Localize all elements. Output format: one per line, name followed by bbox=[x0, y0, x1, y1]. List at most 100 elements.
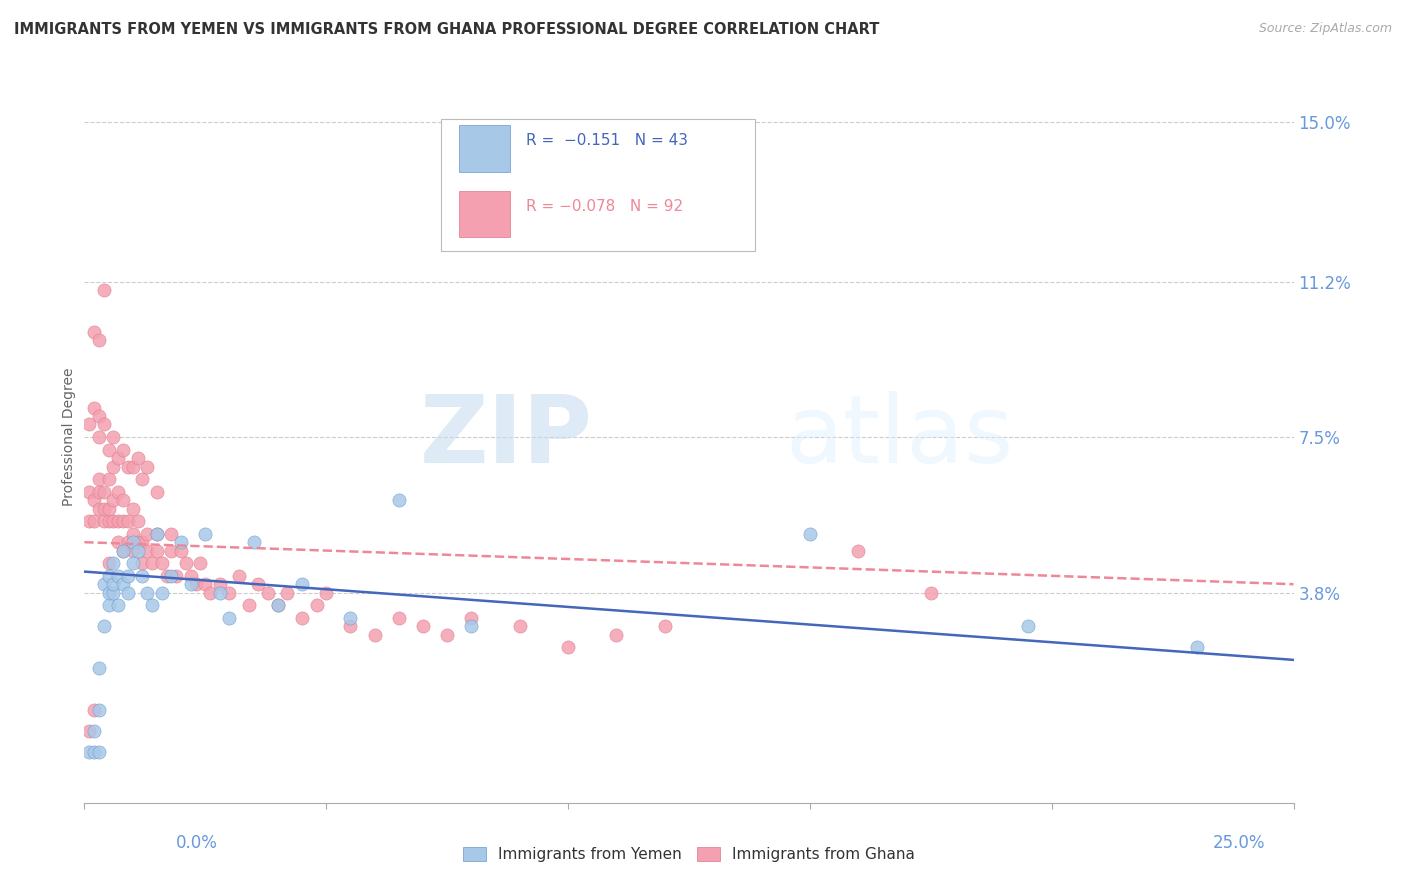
Point bbox=[136, 459, 159, 474]
Point bbox=[97, 585, 120, 599]
Point bbox=[218, 585, 240, 599]
Point bbox=[460, 619, 482, 633]
Point bbox=[97, 556, 120, 570]
Point bbox=[77, 514, 100, 528]
Point bbox=[97, 501, 120, 516]
Legend: Immigrants from Yemen, Immigrants from Ghana: Immigrants from Yemen, Immigrants from G… bbox=[457, 841, 921, 868]
Point bbox=[146, 526, 169, 541]
Point bbox=[93, 619, 115, 633]
Point bbox=[107, 514, 129, 528]
Point bbox=[97, 599, 120, 613]
Point bbox=[218, 611, 240, 625]
Point bbox=[112, 514, 135, 528]
Point bbox=[228, 569, 250, 583]
Point bbox=[97, 514, 120, 528]
Text: 0.0%: 0.0% bbox=[176, 834, 218, 852]
Point bbox=[388, 611, 411, 625]
Point bbox=[97, 472, 120, 486]
Point bbox=[83, 401, 105, 415]
Point bbox=[155, 569, 177, 583]
Point bbox=[1017, 619, 1039, 633]
Point bbox=[121, 556, 143, 570]
Point bbox=[160, 543, 183, 558]
Point bbox=[97, 569, 120, 583]
Point bbox=[93, 577, 115, 591]
Point bbox=[238, 599, 260, 613]
Point bbox=[83, 724, 105, 739]
Point bbox=[112, 543, 135, 558]
Point bbox=[127, 543, 149, 558]
Point bbox=[77, 417, 100, 432]
Point bbox=[127, 451, 149, 466]
Point bbox=[87, 703, 110, 717]
Point bbox=[103, 556, 125, 570]
Point bbox=[170, 543, 193, 558]
Point bbox=[93, 501, 115, 516]
Point bbox=[121, 501, 143, 516]
Point bbox=[160, 569, 183, 583]
Point bbox=[190, 556, 212, 570]
Point bbox=[388, 493, 411, 508]
Point bbox=[83, 325, 105, 339]
Point bbox=[198, 585, 221, 599]
Point bbox=[184, 577, 207, 591]
Point bbox=[136, 585, 159, 599]
Point bbox=[87, 334, 110, 348]
Point bbox=[160, 526, 183, 541]
Point bbox=[170, 535, 193, 549]
Point bbox=[146, 484, 169, 499]
Point bbox=[107, 484, 129, 499]
Point bbox=[141, 556, 163, 570]
Point bbox=[436, 627, 458, 641]
Point bbox=[150, 556, 173, 570]
Point bbox=[121, 459, 143, 474]
Point bbox=[174, 556, 197, 570]
Point bbox=[194, 577, 217, 591]
Point bbox=[87, 484, 110, 499]
Point bbox=[920, 585, 942, 599]
Point bbox=[103, 493, 125, 508]
Point bbox=[136, 543, 159, 558]
Point bbox=[150, 585, 173, 599]
Point bbox=[141, 599, 163, 613]
Point bbox=[131, 556, 153, 570]
Point bbox=[112, 442, 135, 457]
Point bbox=[107, 599, 129, 613]
Point bbox=[121, 526, 143, 541]
Point bbox=[87, 409, 110, 423]
Point bbox=[93, 417, 115, 432]
Point bbox=[460, 611, 482, 625]
Point bbox=[103, 459, 125, 474]
Point bbox=[117, 585, 139, 599]
Point bbox=[291, 577, 314, 591]
Point bbox=[93, 484, 115, 499]
Point bbox=[83, 703, 105, 717]
Point bbox=[363, 627, 385, 641]
Point bbox=[103, 585, 125, 599]
Point bbox=[131, 472, 153, 486]
Point bbox=[605, 627, 627, 641]
Point bbox=[77, 724, 100, 739]
Point bbox=[1185, 640, 1208, 655]
Point bbox=[291, 611, 314, 625]
Point bbox=[83, 493, 105, 508]
Point bbox=[93, 283, 115, 297]
Point bbox=[131, 569, 153, 583]
Point bbox=[121, 543, 143, 558]
Text: IMMIGRANTS FROM YEMEN VS IMMIGRANTS FROM GHANA PROFESSIONAL DEGREE CORRELATION C: IMMIGRANTS FROM YEMEN VS IMMIGRANTS FROM… bbox=[14, 22, 879, 37]
Point bbox=[180, 577, 202, 591]
Point bbox=[87, 472, 110, 486]
Point bbox=[112, 543, 135, 558]
Point bbox=[127, 535, 149, 549]
Point bbox=[103, 514, 125, 528]
Text: 25.0%: 25.0% bbox=[1213, 834, 1265, 852]
Point bbox=[557, 640, 579, 655]
Text: R = −0.078   N = 92: R = −0.078 N = 92 bbox=[526, 199, 683, 214]
FancyBboxPatch shape bbox=[460, 191, 510, 237]
Point bbox=[87, 661, 110, 675]
Point bbox=[87, 430, 110, 444]
Y-axis label: Professional Degree: Professional Degree bbox=[62, 368, 76, 507]
Point bbox=[242, 535, 264, 549]
Point bbox=[257, 585, 280, 599]
Point bbox=[146, 526, 169, 541]
